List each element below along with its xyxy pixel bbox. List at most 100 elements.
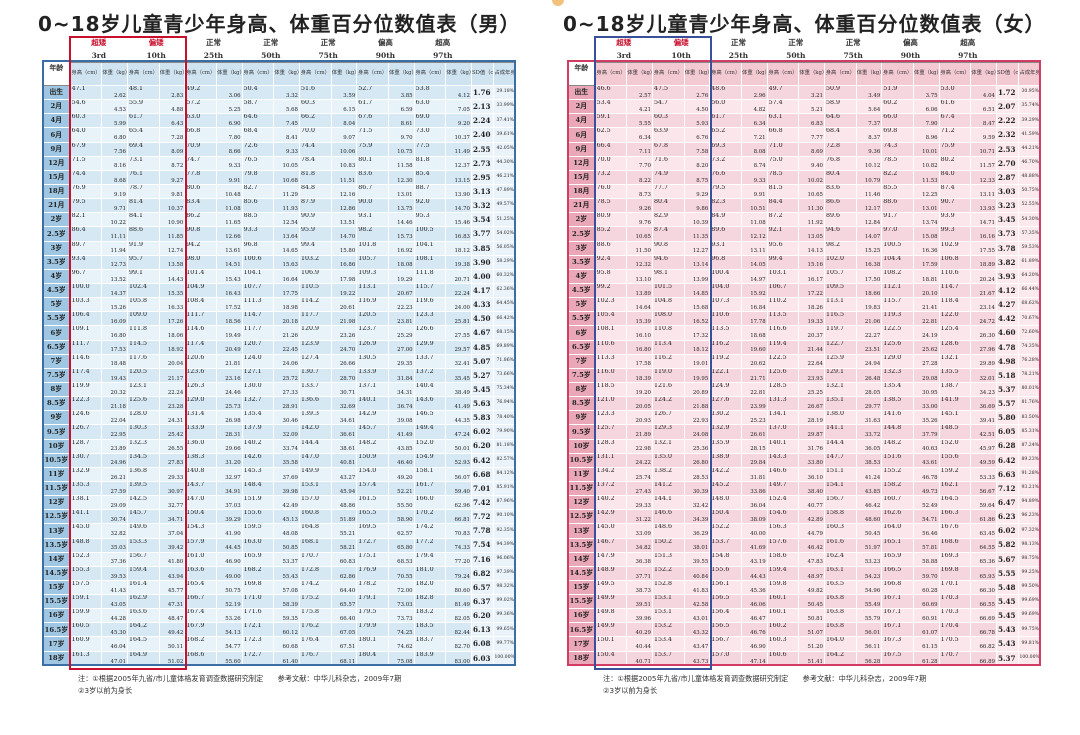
height-value: 51.6: [298, 84, 332, 101]
height-value: 88.6: [594, 240, 628, 256]
weight-value: 12.66: [216, 226, 243, 242]
weight-value: 46.90: [216, 551, 243, 567]
weight-value: 10.12: [855, 155, 883, 171]
weight-value: 33.80: [798, 452, 825, 468]
height-value: 151.9: [241, 495, 275, 511]
height-value: 90.7: [938, 198, 972, 214]
sd-value: 2.24: [470, 113, 495, 129]
sd-value: 4.33: [470, 297, 495, 313]
table-row: 3岁 88.6 11.50 90.8 12.27 93.1 13.11 95.6 14.13 98…: [567, 240, 1041, 256]
girls-chart-title: 0~18岁儿童青少年身高、体重百分位数值表（女）: [563, 12, 1046, 36]
height-value: 161.7: [413, 480, 447, 497]
weight-value: 17.53: [101, 339, 128, 355]
adult-ratio-value: 99.69%: [1018, 608, 1041, 624]
height-value: 119.2: [709, 353, 743, 369]
height-value: 82.3: [709, 198, 743, 214]
weight-value: 64.40: [330, 579, 358, 596]
weight-value: 25.81: [445, 311, 472, 327]
table-row: 3.5岁 92.4 12.32 94.6 13.14 96.8 14.05 99.4 15.16…: [567, 254, 1041, 270]
sd-value: 5.07: [470, 353, 495, 369]
height-value: 147.9: [594, 551, 628, 567]
weight-value: 22.24: [445, 282, 472, 299]
height-value: 116.2: [651, 353, 685, 369]
weight-value: 46.47: [741, 608, 768, 624]
height-value: 168.2: [184, 636, 218, 652]
adult-ratio-value: 49.57%: [493, 198, 516, 214]
weight-value: 27.33: [273, 381, 300, 398]
weight-value: 8.75: [683, 169, 711, 185]
weight-value: 10.37: [445, 127, 472, 143]
table-row: 14.5岁 155.3 39.53 159.4 43.94 163.6 49.00 168.2…: [42, 565, 516, 581]
weight-value: 8.20: [683, 155, 711, 171]
weight-value: 9.27: [158, 169, 186, 185]
height-value: 93.4: [69, 254, 103, 270]
age-cell: 12岁: [567, 495, 596, 511]
adult-ratio-value: 73.66%: [493, 367, 516, 383]
height-value: 145.1: [938, 410, 972, 426]
height-value: 99.3: [938, 226, 972, 242]
weight-value: 51.20: [798, 636, 825, 652]
weight-value: 13.64: [273, 226, 300, 242]
weight-value: 7.45: [273, 113, 300, 129]
adult-ratio-value: 99.77%: [493, 636, 516, 652]
height-value: 136.6: [298, 396, 332, 412]
weight-value: 8.68: [101, 169, 128, 185]
weight-value: 11.51: [330, 169, 358, 185]
adult-ratio-value: 42.05%: [493, 141, 516, 157]
age-cell: 17岁: [567, 636, 596, 652]
weight-value: 27.83: [158, 452, 186, 468]
weight-value: 38.49: [445, 381, 472, 398]
height-value: 104.1: [241, 268, 275, 284]
height-value: 147.7: [823, 452, 857, 468]
height-value: 179.5: [356, 608, 390, 624]
height-value: 157.0: [709, 650, 743, 667]
sd-value: 2.73: [470, 155, 495, 171]
height-value: 77.7: [651, 183, 685, 200]
height-value: 65.4: [126, 127, 160, 143]
height-value: 126.9: [356, 339, 390, 355]
weight-value: 27.43: [626, 480, 653, 497]
weight-value: 59.70: [913, 565, 940, 581]
height-value: 74.4: [69, 169, 103, 185]
height-value: 144.4: [823, 438, 857, 454]
height-value: 135.3: [69, 480, 103, 497]
height-value: 113.3: [594, 353, 628, 369]
height-value: 70.0: [594, 155, 628, 171]
height-value: 140.1: [356, 396, 390, 412]
weight-value: 12.27: [683, 240, 711, 256]
table-row: 14岁 147.9 36.38 151.3 39.55 154.8 43.19 158.6 47…: [567, 551, 1041, 567]
sd-header-blank: [470, 49, 517, 63]
height-value: 160.6: [766, 650, 800, 667]
weight-value: 3.32: [273, 84, 300, 101]
sd-value: 3.90: [470, 254, 495, 270]
weight-value: 41.90: [216, 523, 243, 539]
height-value: 150.2: [651, 537, 685, 553]
height-value: 150.4: [184, 509, 218, 525]
sd-value: 6.28: [995, 438, 1020, 454]
height-value: 120.5: [126, 367, 160, 383]
height-value: 141.1: [823, 424, 857, 440]
height-value: 151.3: [651, 551, 685, 567]
weight-value: 68.11: [330, 650, 358, 667]
table-row: 15.5岁 149.9 39.51 153.1 42.58 156.5 46.06 160.1…: [567, 594, 1041, 610]
weight-value: 35.26: [913, 410, 940, 426]
adult-ratio-value: 54.30%: [1018, 212, 1041, 228]
age-cell: 6岁: [42, 325, 71, 341]
table-row: 21月 79.5 9.71 81.4 10.37 83.4 11.08 85.6 11.93 87…: [42, 198, 516, 214]
weight-value: 43.61: [913, 452, 940, 468]
weight-value: 9.40: [798, 155, 825, 171]
age-cell: 12月: [567, 155, 596, 171]
height-value: 168.6: [938, 537, 972, 553]
weight-unit-label: 体重（kg）: [330, 62, 358, 86]
height-value: 153.1: [651, 608, 685, 624]
adult-ratio-value: 97.32%: [1018, 523, 1041, 539]
weight-value: 7.90: [913, 113, 940, 129]
weight-value: 31.22: [626, 509, 653, 525]
adult-ratio-value: 44.30%: [493, 155, 516, 171]
height-value: 175.1: [356, 551, 390, 567]
weight-value: 16.83: [445, 226, 472, 242]
height-value: 154.0: [356, 466, 390, 482]
adult-ratio-value: 83.50%: [1018, 410, 1041, 426]
height-value: 160.3: [766, 636, 800, 652]
age-cell: 21月: [567, 198, 596, 214]
